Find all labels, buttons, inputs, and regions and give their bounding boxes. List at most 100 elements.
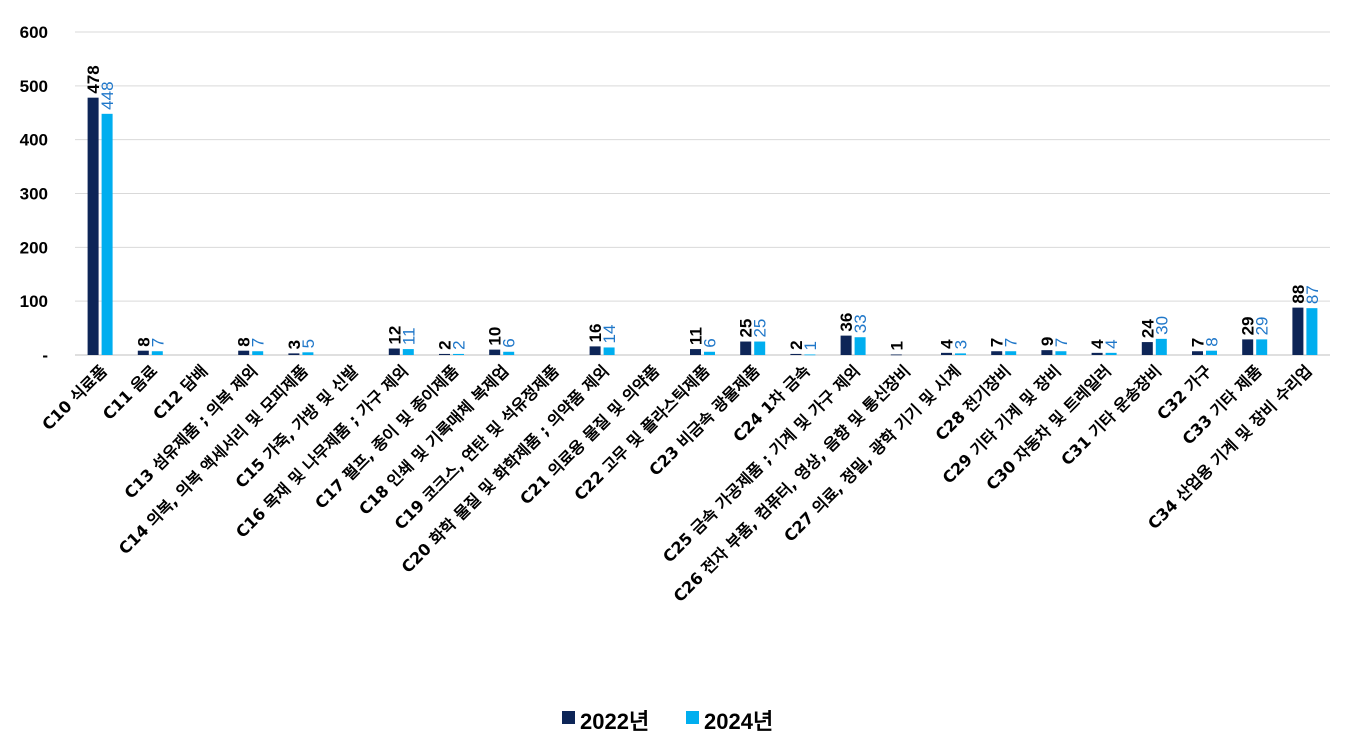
data-label: 11 bbox=[687, 327, 706, 345]
data-label: 448 bbox=[98, 81, 117, 109]
bar-series-2 bbox=[151, 351, 163, 355]
bar-series-1 bbox=[991, 351, 1003, 355]
data-label: 1 bbox=[801, 341, 820, 350]
data-label: 7 bbox=[148, 338, 167, 347]
legend-swatch bbox=[686, 711, 699, 724]
bar-series-1 bbox=[87, 97, 99, 355]
bar-series-2 bbox=[1155, 338, 1167, 355]
data-label: 8 bbox=[1203, 337, 1222, 346]
data-label: 36 bbox=[837, 313, 856, 332]
legend: 2022년 2024년 bbox=[562, 709, 773, 734]
y-tick-label: 100 bbox=[20, 292, 48, 311]
data-label: 29 bbox=[1253, 316, 1272, 335]
bar-series-1 bbox=[589, 346, 601, 355]
bar-series-1 bbox=[489, 349, 501, 355]
legend-swatch bbox=[562, 711, 575, 724]
bar-series-2 bbox=[1306, 308, 1318, 355]
gridlines bbox=[75, 31, 1330, 356]
bar-series-2 bbox=[955, 353, 966, 355]
data-label: 16 bbox=[586, 323, 605, 342]
data-label: 2 bbox=[450, 340, 469, 349]
bar-series-1 bbox=[137, 350, 149, 355]
bar-series-1 bbox=[439, 353, 450, 355]
data-label: 1 bbox=[887, 341, 906, 350]
data-label: 88 bbox=[1289, 285, 1308, 304]
data-label: 4 bbox=[938, 339, 957, 349]
y-tick-label: - bbox=[42, 346, 48, 365]
bar-series-2 bbox=[1256, 339, 1268, 355]
data-label: 3 bbox=[952, 340, 971, 349]
data-label: 2 bbox=[436, 340, 455, 349]
data-label: 7 bbox=[988, 338, 1007, 347]
y-tick-label: 600 bbox=[20, 23, 48, 42]
data-label: 478 bbox=[84, 65, 103, 93]
data-label: 87 bbox=[1303, 285, 1322, 304]
y-tick-label: 400 bbox=[20, 131, 48, 150]
bar-series-2 bbox=[453, 353, 464, 355]
bar-series-1 bbox=[1141, 342, 1153, 355]
data-label: 10 bbox=[486, 327, 505, 346]
bar-series-2 bbox=[252, 351, 264, 355]
data-label: 14 bbox=[600, 325, 619, 344]
bar-series-2 bbox=[302, 352, 314, 355]
bar-series-1 bbox=[740, 341, 752, 355]
bar-series-1 bbox=[238, 350, 250, 355]
bar-series-1 bbox=[1192, 351, 1203, 355]
bar-series-1 bbox=[1041, 350, 1053, 355]
data-label: 7 bbox=[249, 338, 268, 347]
bar-series-2 bbox=[101, 113, 113, 356]
bar-series-1 bbox=[388, 348, 400, 355]
bars bbox=[87, 97, 1318, 356]
data-label: 9 bbox=[1038, 337, 1057, 346]
legend-label: 2024년 bbox=[704, 709, 773, 734]
y-tick-label: 500 bbox=[20, 77, 48, 96]
data-label: 33 bbox=[851, 314, 870, 333]
data-label: 8 bbox=[235, 337, 254, 346]
data-label: 29 bbox=[1239, 316, 1258, 335]
bar-series-1 bbox=[1091, 352, 1103, 355]
bar-series-1 bbox=[690, 349, 701, 355]
y-tick-label: 300 bbox=[20, 185, 48, 204]
data-label: 8 bbox=[134, 337, 153, 346]
bar-series-1 bbox=[1242, 339, 1254, 355]
data-label: 12 bbox=[385, 326, 404, 345]
bar-series-1 bbox=[941, 352, 952, 355]
data-label: 11 bbox=[399, 327, 418, 345]
data-label: 30 bbox=[1152, 316, 1171, 335]
bar-series-1 bbox=[840, 335, 852, 355]
y-axis-ticks: - 100 200 300 400 500 600 bbox=[20, 23, 48, 365]
bar-series-1 bbox=[288, 353, 300, 355]
bar-series-1 bbox=[790, 353, 802, 355]
data-label: 3 bbox=[285, 340, 304, 349]
bar-series-2 bbox=[704, 351, 715, 355]
bar-series-1 bbox=[890, 354, 902, 356]
data-label: 7 bbox=[1002, 338, 1021, 347]
bar-series-2 bbox=[754, 341, 766, 355]
data-label: 4 bbox=[1102, 339, 1121, 348]
bar-series-2 bbox=[1005, 351, 1017, 355]
data-label: 7 bbox=[1052, 338, 1071, 347]
x-tick-label: C26 전자 부품, 컴퓨터, 영상, 음향 및 통신장비 bbox=[670, 361, 914, 605]
data-label: 6 bbox=[701, 338, 720, 347]
data-label: 4 bbox=[1088, 339, 1107, 349]
data-label: 7 bbox=[1189, 338, 1208, 347]
data-label: 25 bbox=[751, 319, 770, 338]
bar-series-2 bbox=[1105, 352, 1117, 355]
x-tick-label: C10 식료품 bbox=[38, 361, 111, 434]
data-label: 24 bbox=[1138, 319, 1157, 338]
bar-series-2 bbox=[804, 354, 816, 356]
bar-series-2 bbox=[854, 337, 866, 355]
data-label: 2 bbox=[787, 340, 806, 349]
bar-series-2 bbox=[402, 349, 414, 355]
bar-series-2 bbox=[1055, 351, 1067, 355]
bar-series-2 bbox=[1206, 350, 1217, 355]
legend-label: 2022년 bbox=[580, 709, 649, 734]
bar-series-2 bbox=[503, 351, 515, 355]
data-label: 25 bbox=[737, 319, 756, 338]
bar-series-1 bbox=[1292, 307, 1304, 355]
bar-series-2 bbox=[603, 347, 615, 355]
